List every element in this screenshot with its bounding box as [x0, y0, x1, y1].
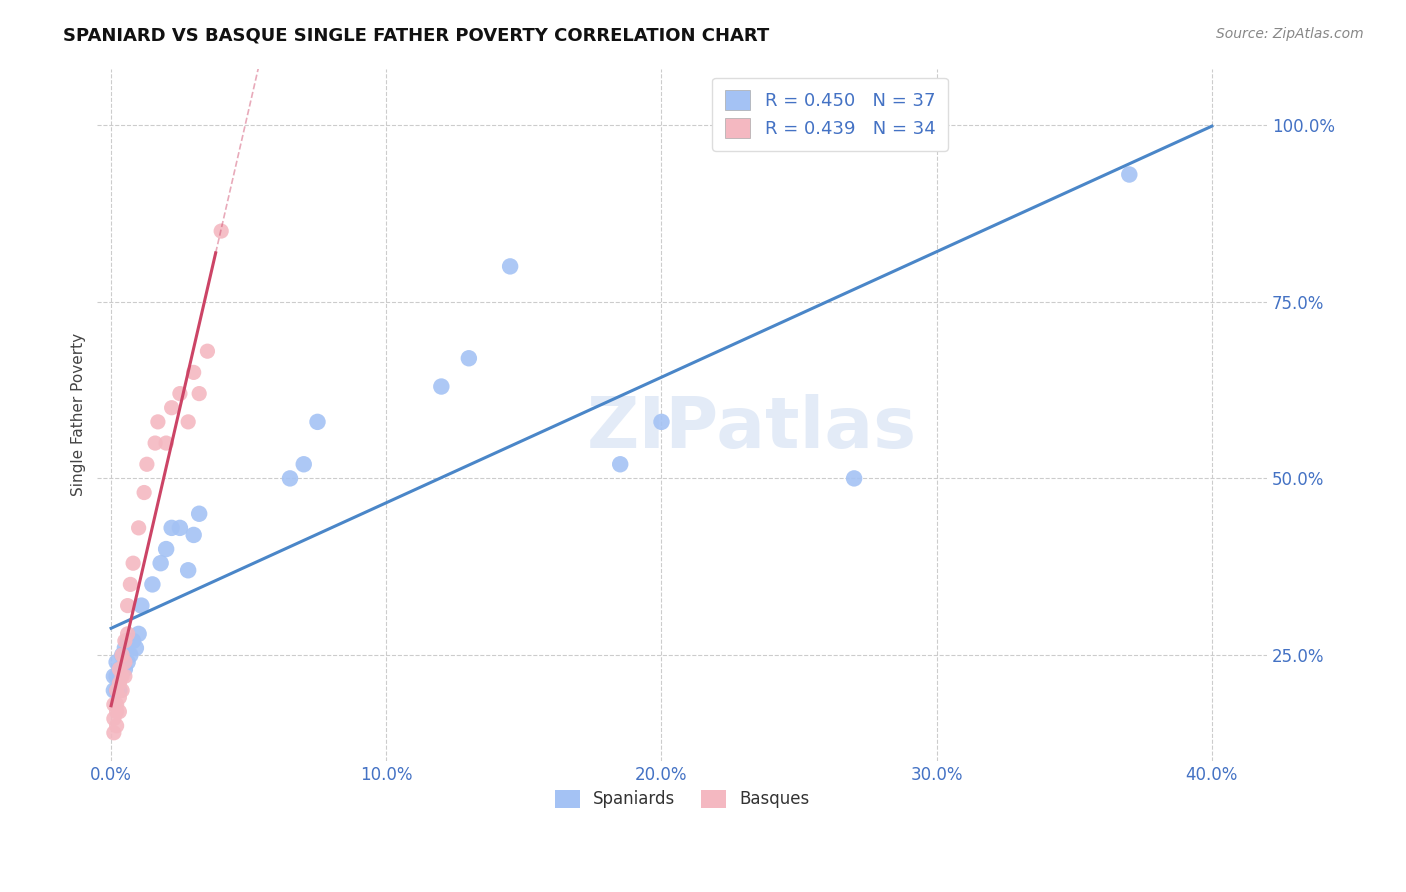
Point	[111, 662, 134, 676]
Point	[120, 648, 142, 662]
Point	[105, 698, 128, 712]
Point	[105, 705, 128, 719]
Point	[108, 705, 131, 719]
Point	[209, 224, 232, 238]
Point	[117, 599, 139, 613]
Point	[146, 415, 169, 429]
Point	[122, 634, 145, 648]
Text: Source: ZipAtlas.com: Source: ZipAtlas.com	[1216, 27, 1364, 41]
Point	[135, 457, 157, 471]
Point	[143, 436, 166, 450]
Y-axis label: Single Father Poverty: Single Father Poverty	[72, 334, 86, 496]
Point	[105, 683, 128, 698]
Point	[108, 662, 131, 676]
Point	[128, 627, 150, 641]
Point	[141, 577, 163, 591]
Point	[122, 556, 145, 570]
Point	[108, 669, 131, 683]
Point	[105, 655, 128, 669]
Point	[117, 655, 139, 669]
Text: SPANIARD VS BASQUE SINGLE FATHER POVERTY CORRELATION CHART: SPANIARD VS BASQUE SINGLE FATHER POVERTY…	[63, 27, 769, 45]
Point	[149, 556, 172, 570]
Point	[103, 683, 125, 698]
Point	[103, 698, 125, 712]
Point	[103, 712, 125, 726]
Point	[111, 648, 134, 662]
Point	[103, 726, 125, 740]
Point	[155, 436, 177, 450]
Point	[111, 669, 134, 683]
Point	[128, 521, 150, 535]
Point	[108, 662, 131, 676]
Point	[108, 676, 131, 690]
Point	[183, 528, 205, 542]
Point	[134, 485, 156, 500]
Point	[499, 260, 522, 274]
Point	[842, 471, 865, 485]
Point	[111, 648, 134, 662]
Point	[457, 351, 479, 366]
Text: ZIPatlas: ZIPatlas	[588, 394, 917, 463]
Point	[278, 471, 301, 485]
Point	[114, 655, 136, 669]
Point	[117, 634, 139, 648]
Point	[114, 669, 136, 683]
Point	[307, 415, 329, 429]
Point	[160, 401, 183, 415]
Point	[120, 577, 142, 591]
Point	[177, 563, 200, 577]
Point	[197, 344, 219, 359]
Point	[114, 640, 136, 655]
Point	[183, 365, 205, 379]
Point	[160, 521, 183, 535]
Point	[609, 457, 631, 471]
Point	[177, 415, 200, 429]
Point	[430, 379, 453, 393]
Point	[114, 634, 136, 648]
Point	[131, 599, 153, 613]
Point	[155, 542, 177, 557]
Point	[108, 690, 131, 705]
Point	[105, 719, 128, 733]
Point	[105, 669, 128, 683]
Point	[114, 662, 136, 676]
Point	[111, 683, 134, 698]
Point	[108, 683, 131, 698]
Point	[188, 386, 211, 401]
Point	[117, 627, 139, 641]
Point	[292, 457, 315, 471]
Point	[125, 640, 148, 655]
Point	[103, 669, 125, 683]
Point	[169, 521, 191, 535]
Point	[188, 507, 211, 521]
Point	[1118, 168, 1140, 182]
Point	[650, 415, 672, 429]
Point	[105, 683, 128, 698]
Legend: Spaniards, Basques: Spaniards, Basques	[548, 783, 815, 815]
Point	[169, 386, 191, 401]
